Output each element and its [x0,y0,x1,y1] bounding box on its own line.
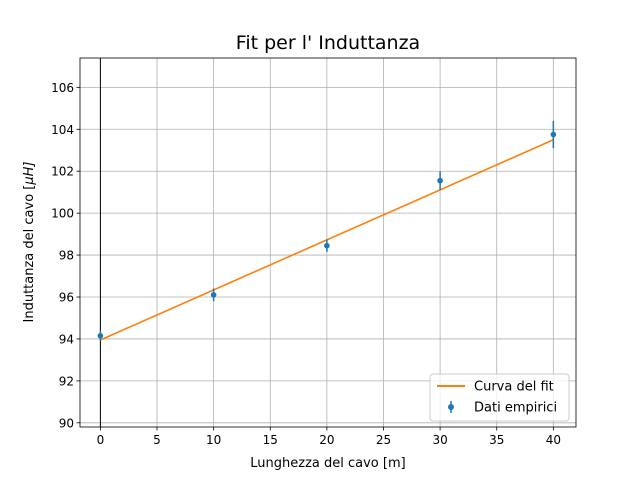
data-marks [97,58,557,427]
legend-swatch-point [448,404,454,410]
x-tick-label: 40 [546,433,561,447]
y-tick-label: 92 [59,374,74,388]
y-axis-label-main: Induttanza del cavo [ [22,185,37,323]
y-axis-label-unit: H] [22,162,37,177]
x-tick-label: 20 [319,433,334,447]
chart-title: Fit per l' Induttanza [236,32,420,54]
data-point [97,332,104,339]
x-tick-label: 15 [263,433,278,447]
legend-label-fit: Curva del fit [474,380,554,395]
axis-ticks: 0 5 10 15 20 25 30 35 40 90 92 94 96 98 100 102 104 106 [51,81,561,447]
x-tick-label: 35 [489,433,504,447]
y-tick-label: 94 [59,332,74,346]
y-axis-label-mu: μ [22,176,37,185]
data-point [550,131,557,138]
x-tick-label: 25 [376,433,391,447]
y-tick-label: 90 [59,416,74,430]
y-tick-label: 98 [59,249,74,263]
y-tick-label: 104 [51,123,74,137]
y-tick-label: 102 [51,165,74,179]
y-tick-label: 96 [59,291,74,305]
legend: Curva del fit Dati empirici [429,373,570,422]
y-tick-label: 106 [51,81,74,95]
y-tick-label: 100 [51,207,74,221]
data-point [437,177,443,184]
x-tick-label: 0 [97,433,105,447]
plot-frame [79,57,577,428]
data-point [324,242,330,249]
legend-label-data: Dati empirici [474,401,557,416]
x-axis-label: Lunghezza del cavo [m] [250,456,405,471]
y-axis-label: Induttanza del cavo [μH] [22,162,37,323]
data-point [210,292,217,298]
x-tick-label: 30 [432,433,447,447]
x-tick-label: 10 [206,433,221,447]
x-tick-label: 5 [153,433,161,447]
